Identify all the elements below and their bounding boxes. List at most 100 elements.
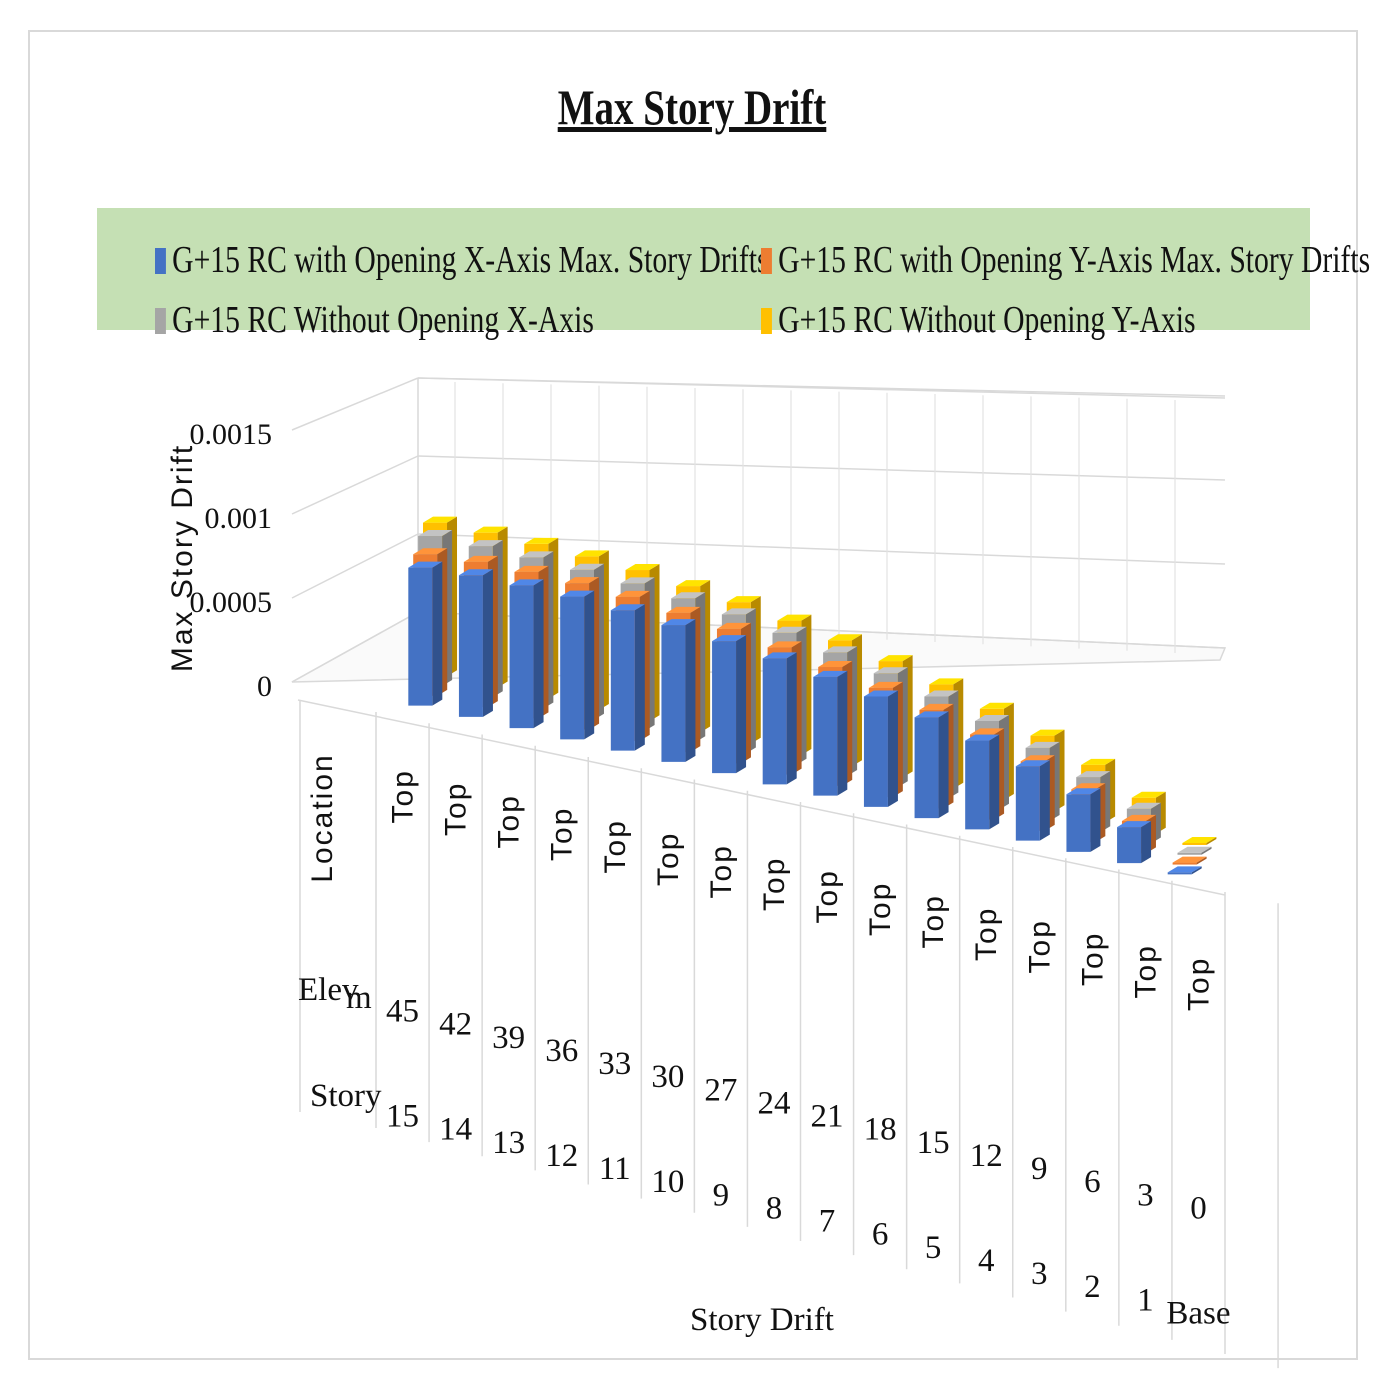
elev-label: 24 — [757, 1085, 790, 1121]
gridline-side — [291, 611, 419, 683]
location-label: Top — [864, 882, 897, 936]
story-label: 15 — [386, 1099, 419, 1135]
story-label: 12 — [545, 1138, 578, 1174]
bar-top-s1-c15 — [1117, 821, 1152, 828]
bar-s1-c15 — [1117, 827, 1142, 864]
bar-s1-c16 — [1167, 872, 1192, 875]
bar-top-s3-c8 — [772, 626, 807, 633]
bar-top-s4-c6 — [676, 580, 711, 587]
bar-top-s3-c9 — [823, 646, 858, 653]
bar-side-s1-c12 — [989, 734, 1000, 830]
legend-label-series-4: G+15 RC Without Opening Y-Axis — [778, 299, 1196, 341]
bar-top-s4-c4 — [574, 550, 609, 557]
bar-top-s4-c5 — [625, 564, 660, 571]
legend-swatch-series-4 — [761, 308, 772, 334]
location-label: Top — [1076, 932, 1109, 986]
bar-top-s4-c15 — [1131, 791, 1166, 798]
bar-top-s2-c13 — [1020, 755, 1055, 762]
story-label: 8 — [766, 1190, 783, 1226]
bar-side-s1-c3 — [533, 579, 544, 729]
bar-top-s1-c14 — [1066, 788, 1101, 795]
bar-top-s2-c3 — [514, 565, 549, 572]
legend-item-series-3: G+15 RC Without Opening X-Axis — [155, 298, 594, 342]
header-story: Story — [310, 1078, 382, 1114]
bar-side-s3-c16 — [1201, 846, 1212, 855]
bar-s1-c11 — [914, 717, 939, 819]
bar-top-s3-c1 — [418, 530, 453, 537]
bar-s1-c5 — [610, 610, 635, 751]
bar-top-s1-c10 — [863, 690, 898, 697]
bar-top-s3-c16 — [1177, 846, 1212, 853]
bar-s1-c7 — [712, 641, 737, 774]
bar-top-s3-c6 — [671, 592, 706, 599]
bar-side-s4-c16 — [1206, 836, 1217, 845]
bar-top-s4-c11 — [929, 678, 964, 685]
bar-top-s3-c4 — [569, 563, 604, 570]
story-label: 10 — [651, 1164, 684, 1200]
bar-top-s1-c5 — [610, 604, 645, 611]
bar-top-s2-c16 — [1172, 856, 1207, 863]
bar-top-s1-c6 — [661, 619, 696, 626]
location-label: Top — [493, 794, 526, 848]
bar-top-s3-c2 — [468, 540, 503, 547]
location-label: Top — [599, 819, 632, 873]
bar-top-s3-c3 — [519, 551, 554, 558]
bar-side-s1-c7 — [736, 635, 747, 774]
location-label: Top — [1023, 919, 1056, 973]
y-tick-label: 0.0005 — [190, 586, 273, 619]
location-label: Top — [705, 844, 738, 898]
chart-title: Max Story Drift — [557, 79, 827, 135]
bar-top-s1-c8 — [762, 652, 797, 659]
elev-label: 42 — [439, 1007, 472, 1043]
y-tick-label: 0.001 — [205, 502, 273, 535]
story-label: 7 — [819, 1204, 836, 1240]
gridline-back-top — [417, 377, 1226, 399]
elev-label: 12 — [970, 1138, 1003, 1174]
bar-top-s1-c1 — [408, 561, 443, 568]
legend-label-series-1: G+15 RC with Opening X-Axis Max. Story D… — [172, 239, 769, 281]
location-label: Top — [387, 769, 420, 823]
story-label: 11 — [599, 1151, 631, 1187]
elev-label: 6 — [1084, 1164, 1101, 1200]
legend-item-series-4: G+15 RC Without Opening Y-Axis — [761, 298, 1195, 342]
bar-top-s3-c15 — [1126, 802, 1161, 809]
bar-s1-c2 — [458, 575, 483, 717]
category-table: LocationElevmStoryTop4515Top4214Top3913T… — [297, 699, 1279, 1369]
legend: G+15 RC with Opening X-Axis Max. Story D… — [97, 208, 1370, 341]
legend-swatch-series-3 — [155, 308, 166, 334]
bar-s1-c1 — [408, 567, 433, 706]
bar-top-s2-c4 — [565, 577, 600, 584]
location-label: Top — [758, 857, 791, 911]
legend-swatch-series-1 — [155, 248, 166, 274]
bar-s1-c8 — [762, 658, 787, 785]
elev-label: 3 — [1137, 1177, 1154, 1213]
elev-label: 27 — [704, 1072, 737, 1108]
bar-top-s1-c3 — [509, 579, 544, 586]
story-label: 1 — [1137, 1282, 1154, 1318]
bar-top-s2-c9 — [818, 661, 853, 668]
story-label: 6 — [872, 1217, 889, 1253]
bar-top-s4-c14 — [1081, 758, 1116, 765]
gridline-side — [291, 455, 419, 515]
bar-top-s4-c2 — [473, 526, 508, 533]
header-location: Location — [306, 753, 339, 882]
header-elev-unit: m — [346, 980, 372, 1016]
legend-label-series-3: G+15 RC Without Opening X-Axis — [172, 299, 594, 341]
legend-label-series-2: G+15 RC with Opening Y-Axis Max. Story D… — [778, 239, 1371, 281]
story-label: 4 — [978, 1243, 995, 1279]
bar-top-s1-c4 — [560, 590, 595, 597]
bar-side-s1-c2 — [482, 569, 493, 717]
elev-label: 33 — [598, 1046, 631, 1082]
bar-top-s2-c2 — [463, 555, 498, 562]
location-label: Top — [1182, 957, 1215, 1011]
bar-top-s3-c7 — [721, 608, 756, 615]
bar-top-s4-c7 — [726, 596, 761, 603]
bar-side-s1-c6 — [685, 619, 696, 762]
bar-side-s1-c5 — [634, 604, 645, 751]
bar-s1-c6 — [661, 625, 686, 762]
x-axis-line — [297, 699, 1226, 896]
bar-top-s4-c12 — [979, 702, 1014, 709]
location-label: Top — [970, 907, 1003, 961]
